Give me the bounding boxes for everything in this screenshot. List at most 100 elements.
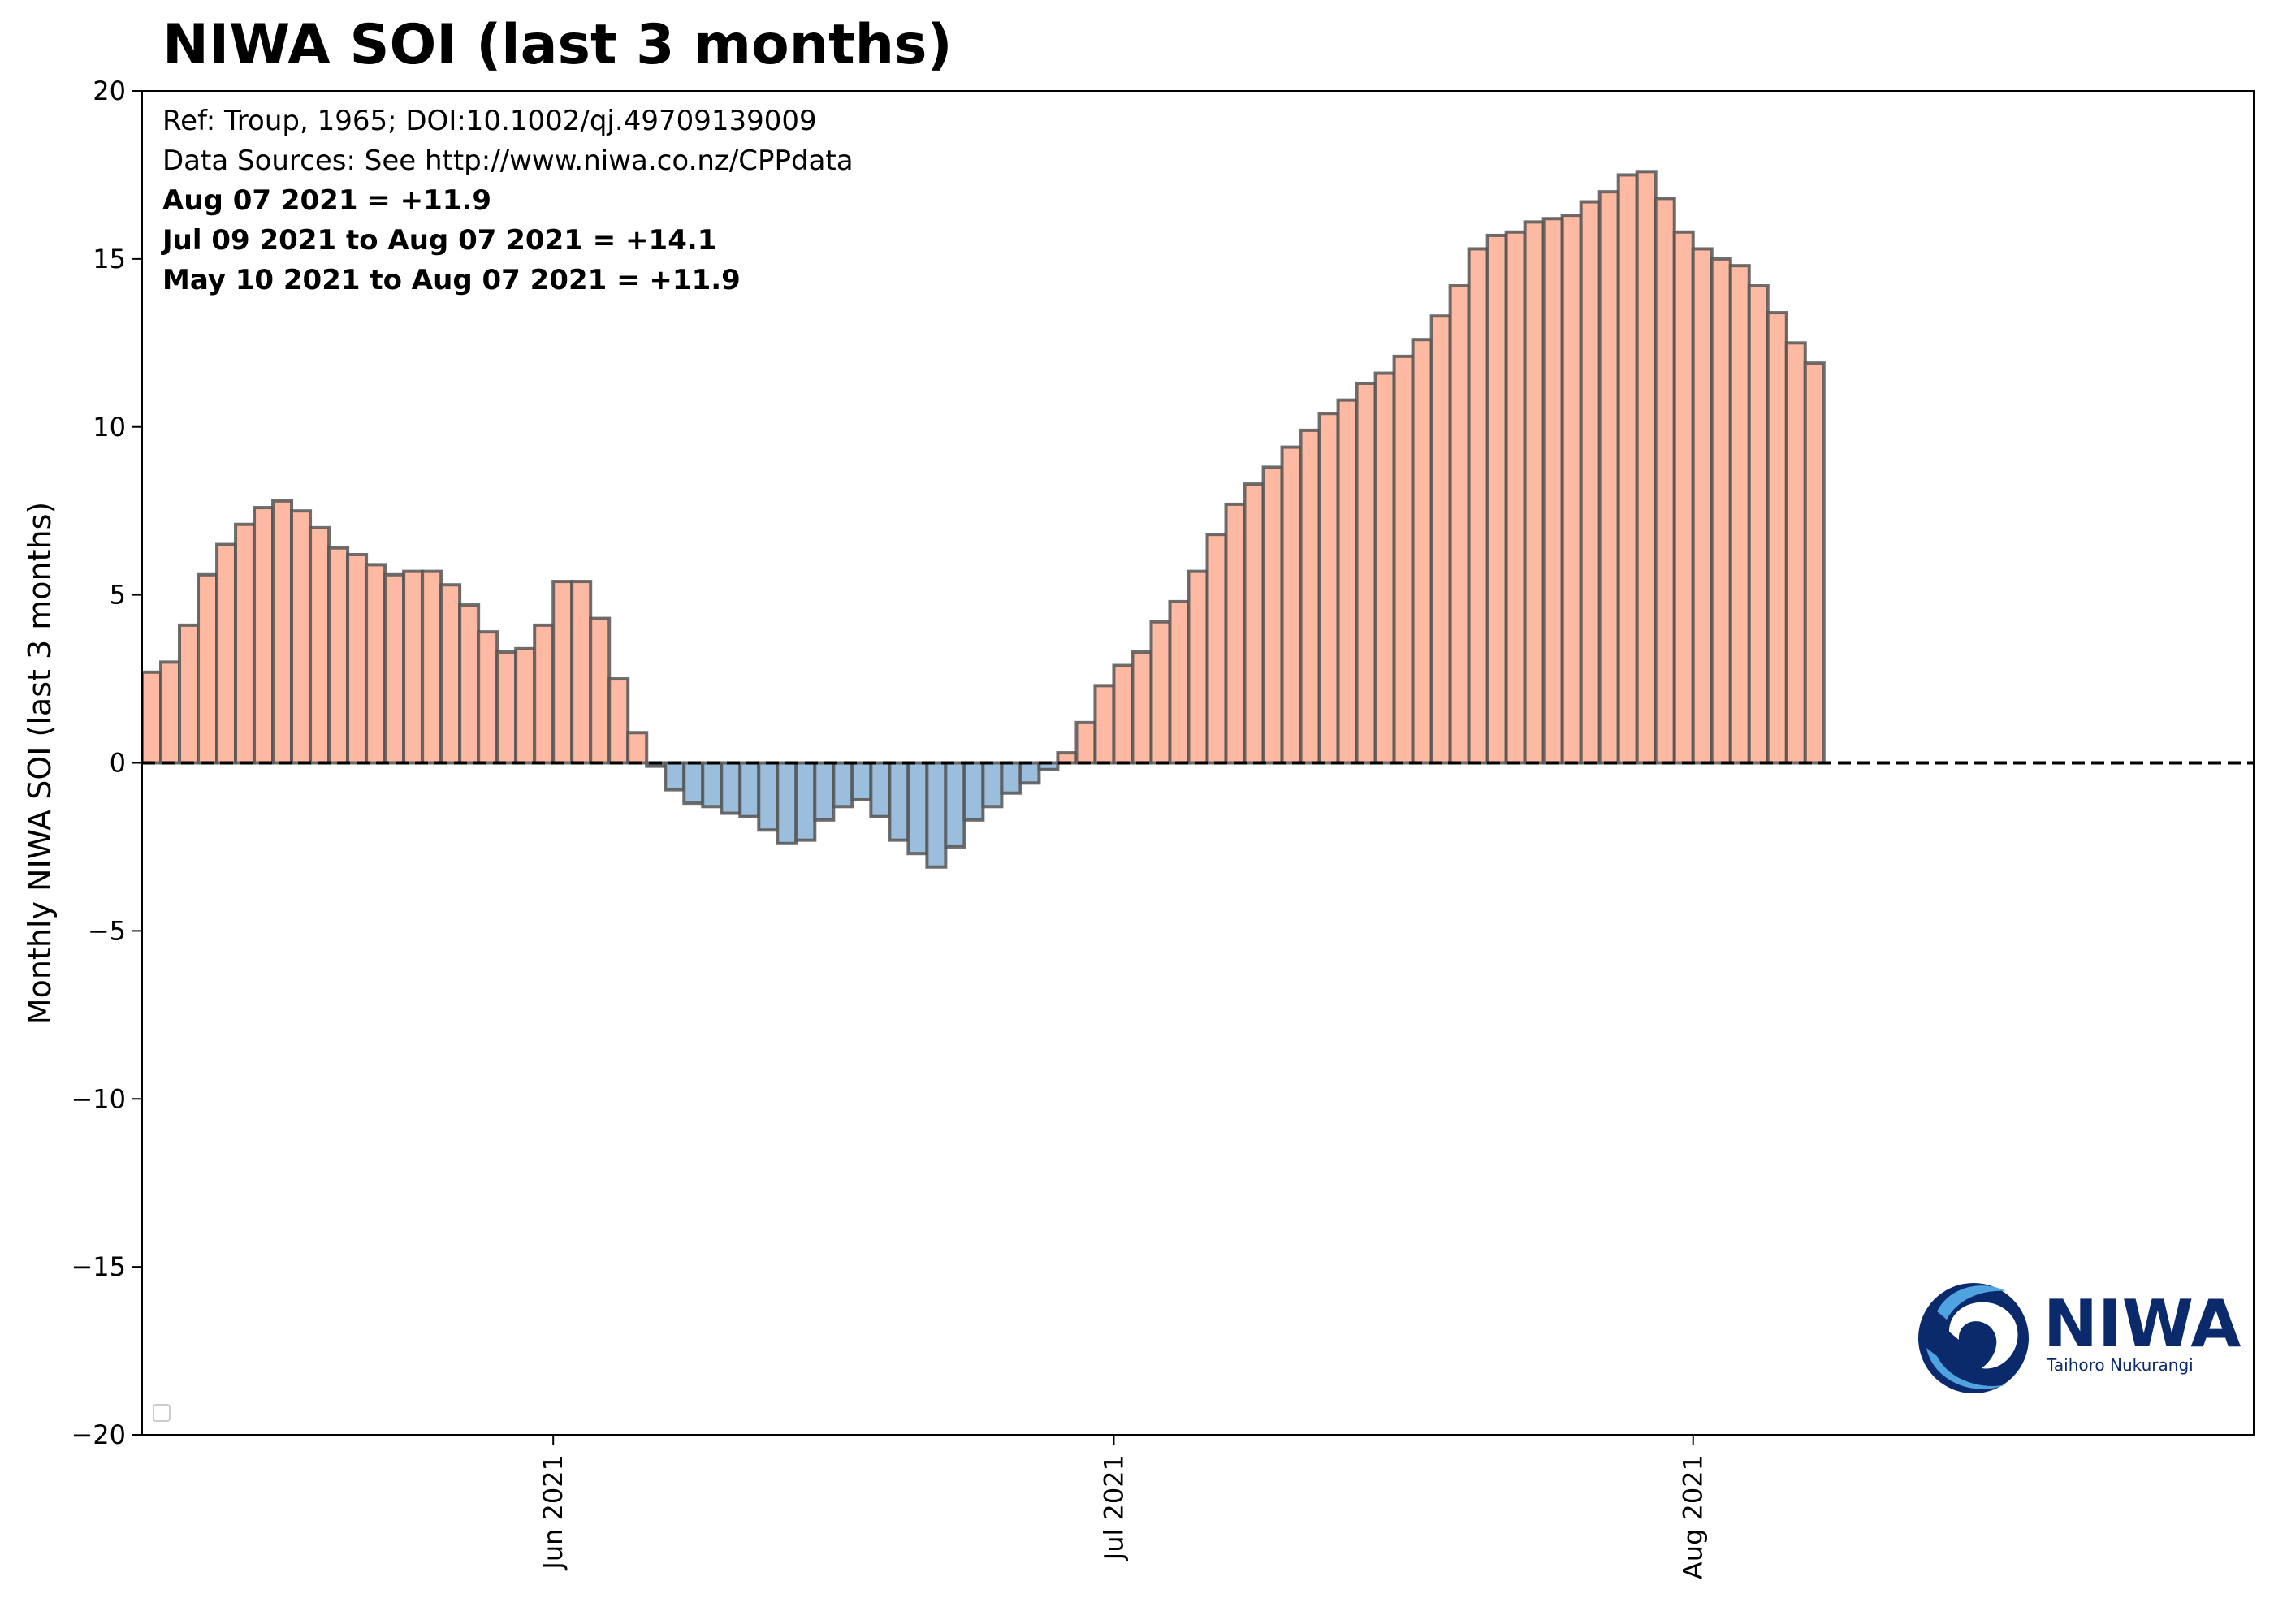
bar [1747, 283, 1770, 765]
bar [141, 670, 163, 765]
bar [439, 583, 462, 765]
bar [1616, 173, 1639, 765]
bar [365, 563, 387, 765]
plot-area: 20 15 10 5 0 −5 −10 −15 −20 Jun 2021 Jul 2021 Aug … [71, 76, 2255, 1579]
bar [1467, 247, 1489, 765]
y-tick-label: 0 [110, 748, 126, 779]
bar [346, 552, 369, 765]
y-tick-label: 15 [93, 244, 126, 274]
y-tick-label: 20 [93, 76, 126, 106]
bar [1597, 190, 1620, 765]
bar [309, 525, 331, 765]
bar [271, 499, 294, 765]
bar [159, 660, 182, 765]
x-axis: Jun 2021 Jul 2021 Aug 2021 [538, 1435, 1709, 1579]
bar [944, 761, 966, 849]
bar [215, 542, 238, 765]
bar [1803, 361, 1826, 765]
bar [906, 761, 929, 856]
bar [589, 616, 612, 765]
bar [1448, 283, 1471, 765]
bar [832, 761, 854, 809]
bar [1149, 620, 1172, 765]
niwa-logo: NIWA Taihoro Nukurangi [1918, 1283, 2241, 1393]
annotation-ref: Ref: Troup, 1965; DOI:10.1002/qj.4970913… [162, 105, 817, 137]
annotation-90-day: May 10 2021 to Aug 07 2021 = +11.9 [162, 264, 741, 296]
bar [197, 572, 219, 765]
y-axis: 20 15 10 5 0 −5 −10 −15 −20 [71, 76, 142, 1450]
bar [1560, 214, 1583, 765]
logo-wordmark: NIWA [2043, 1286, 2241, 1362]
bar [1579, 200, 1602, 765]
bar [458, 603, 481, 765]
bar [551, 580, 574, 765]
bar [794, 761, 817, 842]
bar [1336, 398, 1359, 765]
bar [682, 761, 705, 806]
bar [720, 761, 742, 815]
bar [1112, 663, 1135, 765]
x-tick-label: Aug 2021 [1678, 1454, 1709, 1579]
y-tick-label: 10 [93, 412, 126, 443]
annotation-30-day: Jul 09 2021 to Aug 07 2021 = +14.1 [161, 224, 716, 257]
bar [869, 761, 892, 818]
annotation-daily: Aug 07 2021 = +11.9 [162, 184, 491, 217]
bar [514, 646, 537, 765]
bar [1392, 354, 1415, 765]
bar [1224, 502, 1247, 765]
y-tick-label: −15 [71, 1251, 126, 1282]
bar [383, 572, 406, 765]
bar [234, 522, 257, 765]
y-tick-label: 5 [110, 580, 126, 611]
bar [1131, 650, 1153, 765]
bar [607, 677, 630, 765]
bar [1635, 170, 1658, 765]
bar [1541, 217, 1564, 765]
bar [1411, 338, 1433, 765]
bar [533, 623, 556, 765]
bar [1280, 445, 1303, 765]
bar [327, 546, 350, 765]
y-tick-label: −5 [88, 915, 126, 946]
logo-subtitle: Taihoro Nukurangi [2046, 1355, 2194, 1375]
bar [1728, 264, 1751, 765]
bar [1373, 371, 1396, 765]
bar [626, 731, 649, 765]
bar [1168, 599, 1191, 765]
y-tick-label: −20 [71, 1419, 126, 1450]
bar [1093, 684, 1116, 765]
bar [1710, 257, 1732, 765]
annotation-block: Ref: Troup, 1965; DOI:10.1002/qj.4970913… [161, 105, 854, 296]
y-axis-label: Monthly NIWA SOI (last 3 months) [22, 502, 58, 1025]
bar [1523, 220, 1546, 765]
bar [664, 761, 686, 792]
bar [1429, 314, 1452, 765]
bar [477, 630, 499, 765]
bar [1672, 230, 1695, 765]
bar-series [141, 170, 1826, 869]
chart-title: NIWA SOI (last 3 months) [162, 13, 953, 77]
bar [1784, 341, 1807, 765]
bar [1504, 230, 1527, 765]
annotation-sources: Data Sources: See http://www.niwa.co.nz/… [162, 145, 854, 177]
bar [290, 509, 313, 765]
bar [570, 580, 593, 765]
bar [1485, 233, 1508, 765]
bar [1205, 533, 1228, 765]
niwa-swirl-icon [1918, 1283, 2029, 1393]
bar [776, 761, 798, 845]
bar [402, 569, 425, 765]
bar [1000, 761, 1022, 795]
legend-box [153, 1404, 171, 1422]
bar [1261, 465, 1284, 765]
bar [757, 761, 780, 832]
bar [1766, 311, 1788, 765]
bar [253, 506, 275, 765]
bar [495, 650, 518, 765]
bar [1691, 247, 1714, 765]
bar [1317, 412, 1340, 765]
bar [1299, 428, 1321, 765]
x-tick-label: Jul 2021 [1098, 1454, 1129, 1561]
bar [1074, 720, 1097, 765]
